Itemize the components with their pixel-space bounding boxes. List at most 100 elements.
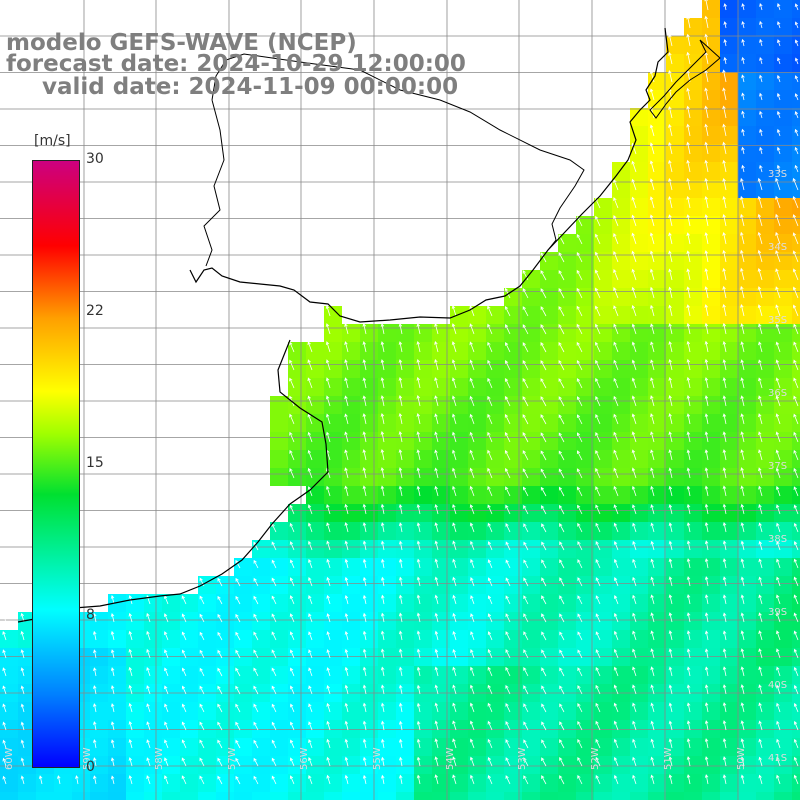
wind-arrow bbox=[469, 720, 475, 731]
wind-cell bbox=[648, 666, 666, 684]
wind-arrow bbox=[434, 522, 439, 533]
wind-arrow bbox=[722, 123, 727, 137]
wind-arrow bbox=[668, 340, 673, 353]
wind-arrow bbox=[290, 721, 295, 731]
wind-arrow bbox=[777, 3, 781, 11]
wind-arrow bbox=[650, 702, 655, 713]
wind-cell bbox=[684, 774, 702, 792]
wind-arrow bbox=[362, 449, 367, 461]
wind-arrow bbox=[686, 522, 691, 533]
wind-arrow bbox=[146, 685, 151, 695]
wind-cell bbox=[594, 738, 612, 756]
wind-arrow bbox=[326, 595, 331, 605]
wind-cell bbox=[414, 756, 432, 774]
wind-cell bbox=[540, 756, 558, 774]
wind-arrow bbox=[631, 341, 637, 353]
wind-cell bbox=[252, 792, 270, 800]
wind-cell bbox=[468, 486, 486, 504]
wind-cell bbox=[576, 378, 594, 396]
wind-arrow bbox=[452, 485, 457, 497]
wind-cell bbox=[792, 486, 800, 504]
wind-cell bbox=[576, 468, 594, 486]
wind-cell bbox=[594, 324, 612, 342]
wind-cell bbox=[126, 774, 144, 792]
wind-arrow bbox=[758, 666, 763, 677]
wind-arrow bbox=[344, 467, 349, 479]
wind-cell bbox=[504, 342, 522, 360]
wind-cell bbox=[666, 558, 684, 576]
wind-arrow bbox=[523, 685, 529, 695]
wind-cell bbox=[540, 648, 558, 666]
wind-arrow bbox=[505, 360, 511, 371]
wind-arrow bbox=[793, 377, 799, 389]
wind-arrow bbox=[740, 449, 745, 461]
wind-cell bbox=[540, 720, 558, 738]
wind-arrow bbox=[740, 285, 745, 299]
wind-cell bbox=[612, 612, 630, 630]
wind-cell bbox=[198, 630, 216, 648]
wind-arrow bbox=[686, 286, 691, 299]
wind-cell bbox=[162, 594, 180, 612]
wind-arrow bbox=[631, 395, 637, 407]
wind-arrow bbox=[326, 684, 331, 695]
wind-cell bbox=[594, 792, 612, 800]
wind-cell bbox=[468, 432, 486, 450]
wind-cell bbox=[738, 558, 756, 576]
wind-cell bbox=[648, 522, 666, 540]
wind-cell bbox=[792, 306, 800, 324]
wind-arrow bbox=[20, 703, 25, 713]
wind-arrow bbox=[452, 774, 457, 785]
wind-cell bbox=[666, 144, 684, 162]
wind-arrow bbox=[559, 757, 565, 767]
wind-cell bbox=[702, 378, 720, 396]
wind-arrow bbox=[632, 540, 637, 551]
wind-arrow bbox=[217, 775, 223, 785]
wind-arrow bbox=[470, 666, 475, 677]
wind-arrow bbox=[487, 541, 493, 551]
wind-arrow bbox=[452, 702, 457, 713]
wind-arrow bbox=[504, 413, 511, 425]
wind-arrow bbox=[307, 504, 313, 515]
wind-arrow bbox=[271, 685, 277, 695]
wind-arrow bbox=[487, 613, 493, 623]
wind-arrow bbox=[758, 594, 763, 605]
wind-arrow bbox=[740, 666, 745, 677]
wind-cell bbox=[324, 630, 342, 648]
wind-arrow bbox=[522, 396, 529, 407]
wind-arrow bbox=[164, 667, 169, 677]
wind-cell bbox=[486, 342, 504, 360]
wind-arrow bbox=[381, 576, 385, 587]
wind-arrow bbox=[110, 667, 115, 677]
wind-arrow bbox=[217, 613, 223, 623]
wind-arrow bbox=[540, 342, 547, 353]
wind-cell bbox=[666, 540, 684, 558]
wind-cell bbox=[90, 648, 108, 666]
wind-arrow bbox=[522, 342, 529, 353]
wind-arrow bbox=[758, 684, 763, 695]
wind-cell bbox=[414, 612, 432, 630]
wind-cell bbox=[630, 468, 648, 486]
wind-cell bbox=[558, 342, 576, 360]
wind-cell bbox=[180, 648, 198, 666]
wind-arrow bbox=[740, 756, 745, 767]
wind-arrow bbox=[380, 485, 385, 497]
wind-cell bbox=[306, 450, 324, 468]
wind-arrow bbox=[668, 756, 673, 767]
wind-arrow bbox=[577, 685, 583, 695]
wind-arrow bbox=[271, 559, 277, 569]
wind-cell bbox=[522, 270, 540, 288]
wind-cell bbox=[504, 558, 522, 576]
wind-cell bbox=[396, 486, 414, 504]
wind-cell bbox=[378, 792, 396, 800]
wind-cell bbox=[702, 774, 720, 792]
wind-cell bbox=[522, 558, 540, 576]
wind-cell bbox=[378, 414, 396, 432]
wind-cell bbox=[234, 792, 252, 800]
wind-arrow bbox=[704, 87, 709, 101]
wind-cell bbox=[540, 540, 558, 558]
wind-arrow bbox=[704, 702, 709, 713]
wind-arrow bbox=[577, 595, 583, 605]
wind-arrow bbox=[381, 540, 385, 551]
wind-arrow bbox=[290, 685, 295, 695]
wind-arrow bbox=[793, 576, 799, 587]
